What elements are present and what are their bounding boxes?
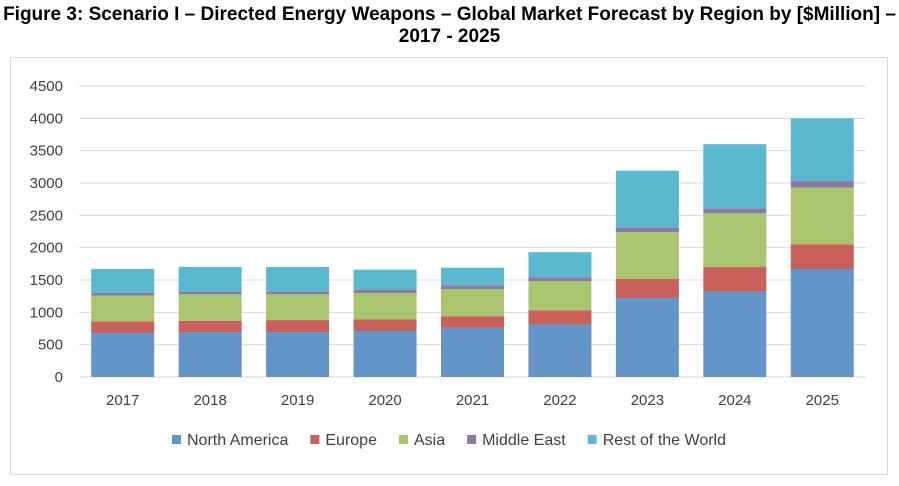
x-tick-label: 2021 <box>456 392 489 409</box>
x-tick-label: 2018 <box>193 392 226 409</box>
chart-title: Figure 3: Scenario I – Directed Energy W… <box>3 4 896 47</box>
x-tick-label: 2024 <box>718 392 751 409</box>
bar-segment <box>790 118 854 182</box>
bar-segment <box>615 227 679 233</box>
bar-segment <box>178 320 242 333</box>
legend-label: Middle East <box>482 432 566 449</box>
x-tick-label: 2017 <box>106 392 139 409</box>
y-tick-label: 4500 <box>30 78 63 95</box>
bar-segment <box>615 278 679 299</box>
bar-segment <box>91 321 155 334</box>
bar-segment <box>528 252 592 278</box>
bar-series <box>91 118 854 377</box>
bar-segment <box>528 310 592 325</box>
bar-segment <box>91 295 155 322</box>
bar-segment <box>178 291 242 295</box>
bar-segment <box>353 319 417 332</box>
bar-segment <box>790 181 854 188</box>
bar-segment <box>528 277 592 282</box>
bar-segment <box>353 292 417 320</box>
legend-label: Europe <box>325 432 377 449</box>
legend: North America Europe Asia Middle East Rest o… <box>172 432 726 449</box>
x-tick-label: 2025 <box>806 392 839 409</box>
bar-segment <box>528 281 592 311</box>
legend-swatch <box>398 435 408 444</box>
bar-segment <box>615 298 679 377</box>
bar-segment <box>441 285 504 290</box>
legend-item: Middle East <box>467 432 566 449</box>
x-tick-label: 2019 <box>281 392 314 409</box>
bar-segment <box>441 267 504 286</box>
x-tick-label: 2023 <box>631 392 664 409</box>
y-tick-label: 1500 <box>30 272 63 289</box>
y-tick-label: 2500 <box>30 207 63 224</box>
bar-segment <box>178 267 242 292</box>
bar-segment <box>790 244 854 270</box>
bar-segment <box>615 232 679 279</box>
bar-segment <box>441 327 504 377</box>
bar-segment <box>703 291 767 377</box>
legend-label: Rest of the World <box>603 432 726 449</box>
y-tick-label: 1000 <box>30 304 63 321</box>
bar-segment <box>790 187 854 245</box>
y-tick-label: 4000 <box>30 110 63 127</box>
legend-item: North America <box>172 432 288 449</box>
bar-segment <box>703 213 767 268</box>
legend-swatch <box>467 435 477 444</box>
legend-item: Europe <box>310 432 377 449</box>
bar-segment <box>441 289 504 317</box>
y-tick-label: 3000 <box>30 175 63 192</box>
chart-plot: 0 500 1000 1500 2000 2500 3000 3500 4000 4500 201… <box>30 78 866 449</box>
bar-segment <box>703 208 767 214</box>
legend-label: Asia <box>414 432 445 449</box>
legend-item: Asia <box>398 432 445 449</box>
x-axis: 2017 2018 2019 2020 2021 2022 2023 2024 2025 <box>106 392 839 409</box>
bar-segment <box>266 332 330 377</box>
bar-segment <box>266 267 330 292</box>
bar-segment <box>91 333 155 377</box>
bar-segment <box>790 269 854 377</box>
bar-segment <box>353 289 417 293</box>
legend-swatch <box>310 435 320 444</box>
y-tick-label: 500 <box>38 337 63 354</box>
bar-segment <box>353 331 417 377</box>
legend-item: Rest of the World <box>587 432 726 449</box>
bar-segment <box>353 269 417 290</box>
y-axis: 0 500 1000 1500 2000 2500 3000 3500 4000 4500 <box>30 78 63 386</box>
bar-segment <box>528 324 592 377</box>
bar-segment <box>91 292 155 296</box>
bar-segment <box>615 170 679 228</box>
bar-segment <box>266 294 330 321</box>
bar-segment <box>703 144 767 209</box>
bar-segment <box>703 267 767 292</box>
x-tick-label: 2022 <box>543 392 576 409</box>
bar-segment <box>441 316 504 328</box>
y-tick-label: 3500 <box>30 143 63 160</box>
bar-segment <box>266 291 330 295</box>
y-tick-label: 2000 <box>30 240 63 257</box>
chart-frame: 0 500 1000 1500 2000 2500 3000 3500 4000 4500 201… <box>10 57 888 475</box>
bar-segment <box>91 269 155 293</box>
y-tick-label: 0 <box>55 369 63 386</box>
x-tick-label: 2020 <box>368 392 401 409</box>
bar-segment <box>178 294 242 321</box>
bar-segment <box>178 332 242 377</box>
bar-segment <box>266 320 330 333</box>
legend-swatch <box>587 435 597 444</box>
legend-swatch <box>172 435 181 444</box>
legend-label: North America <box>187 432 288 449</box>
